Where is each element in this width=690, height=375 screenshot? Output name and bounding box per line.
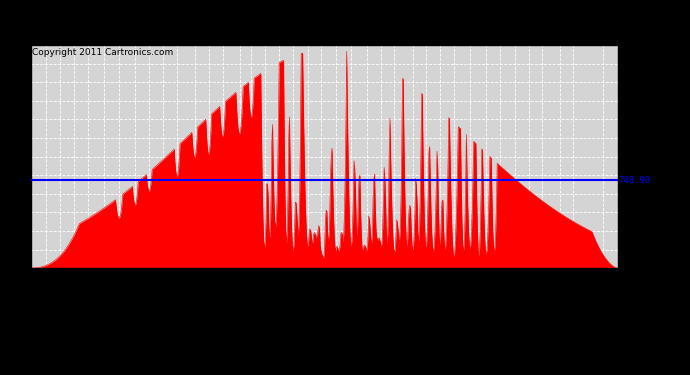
Text: East Array Actual Power (red) & Average Power (Watts blue) Wed Aug 10 19:39: East Array Actual Power (red) & Average … bbox=[0, 14, 690, 29]
Text: Copyright 2011 Cartronics.com: Copyright 2011 Cartronics.com bbox=[32, 48, 173, 57]
Text: 748.90: 748.90 bbox=[619, 176, 651, 185]
Text: 748.90: 748.90 bbox=[14, 164, 24, 196]
